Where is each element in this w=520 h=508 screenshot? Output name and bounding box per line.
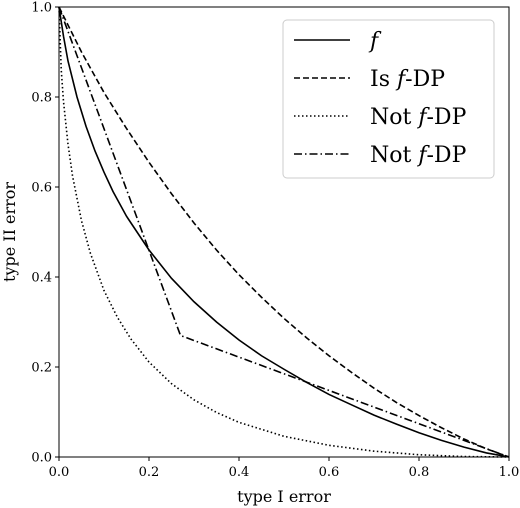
x-axis-label: type I error	[237, 487, 331, 506]
x-tick-label: 0.0	[49, 465, 70, 480]
legend-label: Not f-DP	[370, 105, 467, 130]
x-tick-label: 1.0	[499, 465, 520, 480]
x-tick-label: 0.8	[409, 465, 430, 480]
y-axis-label: type II error	[0, 182, 19, 282]
y-tick-label: 1.0	[31, 1, 52, 16]
plot-frame	[58, 6, 510, 458]
axis-ticks: 0.0 0.2 0.4 0.6 0.8 1.0 0.0 0.2 0.4 0.6 0.8 1.0	[31, 1, 519, 481]
series-line-solid	[58, 6, 510, 458]
y-tick-label: 0.0	[31, 451, 52, 466]
legend-label: Not f-DP	[370, 143, 467, 168]
y-tick-label: 0.8	[31, 91, 52, 106]
legend-label: Is f-DP	[370, 67, 445, 92]
y-tick-label: 0.4	[31, 271, 52, 286]
series-line-dotted	[58, 6, 510, 458]
legend-box	[282, 19, 495, 179]
series-line-dashed	[58, 6, 510, 458]
y-tick-label: 0.2	[31, 361, 52, 376]
x-tick-label: 0.2	[139, 465, 160, 480]
y-tick-label: 0.6	[31, 181, 52, 196]
x-tick-label: 0.4	[229, 465, 250, 480]
x-tick-label: 0.6	[319, 465, 340, 480]
series-layer	[58, 6, 510, 458]
